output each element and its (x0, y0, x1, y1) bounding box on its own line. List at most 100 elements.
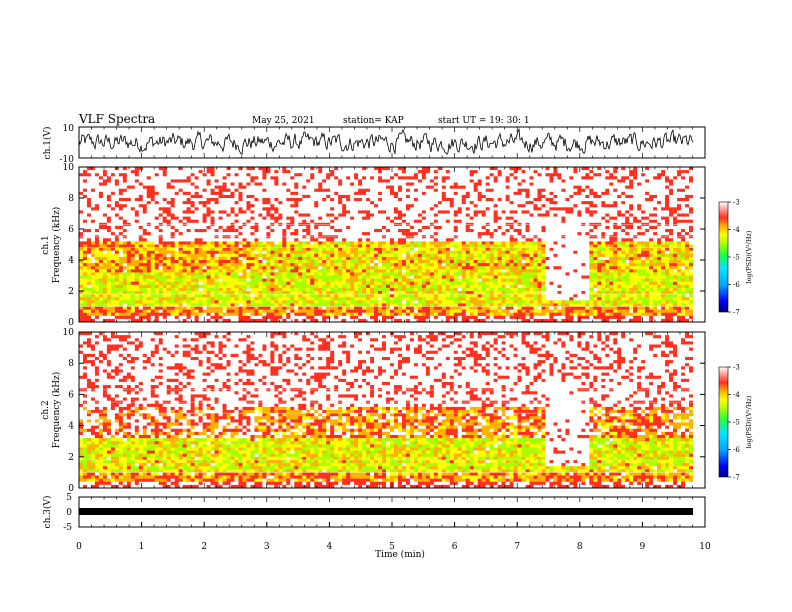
spectrogram-cell (441, 244, 447, 248)
spectrogram-cell (194, 241, 199, 245)
spectrogram-cell (433, 232, 439, 236)
spectrogram-cell (473, 170, 479, 174)
spectrogram-cell (110, 278, 116, 283)
spectrogram-cell (429, 315, 435, 320)
spectrogram-cell (142, 185, 148, 190)
spectrogram-cell (234, 312, 239, 317)
spectrogram-cell (126, 207, 132, 211)
spectrogram-cell (354, 294, 359, 298)
spectrogram-cell (194, 182, 199, 186)
spectrogram-cell (162, 306, 168, 310)
spectrogram-cell (397, 238, 403, 242)
spectrogram-cell (449, 253, 455, 258)
spectrogram-cell (138, 284, 144, 289)
spectrogram-cell (262, 188, 267, 193)
spectrogram-cell (230, 253, 235, 258)
spectrogram-cell (302, 238, 307, 242)
spectrogram-cell (178, 272, 184, 276)
spectrogram-cell (302, 216, 307, 221)
spectrogram-cell (86, 300, 92, 304)
spectrogram-cell (286, 176, 291, 180)
spectrogram-cell (294, 173, 299, 177)
spectrogram-cell (326, 306, 331, 310)
spectrogram-cell (270, 275, 275, 279)
spectrogram-cell (174, 269, 180, 273)
spectrogram-cell (98, 303, 104, 307)
spectrogram-cell (421, 250, 427, 255)
spectrogram-cell (82, 309, 88, 314)
spectrogram-cell (382, 253, 387, 258)
spectrogram-cell (79, 188, 84, 193)
spectrogram-cell (461, 207, 467, 211)
spectrogram-cell (441, 318, 447, 323)
spectrogram-cell (314, 263, 319, 267)
spectrogram-cell (401, 219, 407, 224)
spectrogram-cell (330, 241, 335, 245)
spectrogram-cell (146, 167, 152, 171)
spectrogram-cell (238, 309, 243, 314)
spectrogram-cell (386, 278, 391, 283)
spectrogram-cell (302, 309, 307, 314)
spectrogram-cell (138, 167, 144, 171)
spectrogram-cell (354, 167, 359, 171)
spectrogram-cell (214, 309, 219, 314)
spectrogram-cell (142, 275, 148, 279)
spectrogram-cell (397, 315, 403, 320)
spectrogram-cell (130, 291, 136, 295)
spectrogram-cell (346, 241, 351, 245)
spectrogram-cell (98, 201, 104, 205)
spectrogram-cell (362, 294, 367, 298)
spectrogram-cell (322, 191, 327, 196)
spectrogram-cell (170, 167, 176, 171)
spectrogram-cell (198, 207, 203, 211)
spectrogram-cell (405, 303, 411, 307)
spectrogram-cell (118, 318, 124, 323)
spectrogram-cell (378, 210, 383, 214)
spectrogram-cell (370, 247, 375, 252)
spectrogram-cell (294, 182, 299, 186)
spectrogram-cell (302, 229, 307, 233)
spectrogram-cell (186, 188, 191, 193)
spectrogram-cell (278, 272, 283, 276)
spectrogram-cell (350, 207, 355, 211)
spectrogram-cell (146, 241, 152, 245)
spectrogram-cell (206, 185, 211, 190)
spectrogram-cell (118, 278, 124, 283)
spectrogram-cell (146, 269, 152, 273)
spectrogram-cell (114, 219, 120, 224)
spectrogram-cell (330, 185, 335, 190)
spectrogram-cell (258, 216, 263, 221)
spectrogram-cell (342, 176, 347, 180)
spectrogram-cell (386, 309, 391, 314)
spectrogram-cell (106, 250, 112, 255)
spectrogram-cell (94, 287, 100, 292)
spectrogram-cell (230, 306, 235, 310)
spectrogram-cell (246, 318, 251, 323)
spectrogram-cell (453, 219, 459, 224)
spectrogram-cell (433, 278, 439, 283)
spectrogram-cell (186, 191, 191, 196)
spectrogram-cell (218, 303, 223, 307)
spectrogram-cell (258, 188, 263, 193)
spectrogram-cell (166, 204, 172, 208)
spectrogram-cell (358, 287, 363, 292)
spectrogram-cell (310, 170, 315, 174)
spectrogram-cell (386, 294, 391, 298)
spectrogram-cell (346, 194, 351, 199)
spectrogram-cell (94, 278, 100, 283)
spectrogram-cell (374, 253, 379, 258)
spectrogram-cell (210, 309, 215, 314)
spectrogram-cell (453, 167, 459, 171)
spectrogram-cell (126, 194, 132, 199)
spectrogram-cell (98, 191, 104, 196)
spectrogram-cell (254, 312, 259, 317)
spectrogram-cell (270, 170, 275, 174)
spectrogram-cell (118, 312, 124, 317)
spectrogram-cell (294, 291, 299, 295)
spectrogram-cell (445, 167, 451, 171)
spectrogram-cell (202, 198, 207, 202)
spectrogram-cell (378, 213, 383, 217)
spectrogram-cell (366, 269, 371, 273)
spectrogram-cell (198, 238, 203, 242)
spectrogram-cell (222, 167, 227, 171)
